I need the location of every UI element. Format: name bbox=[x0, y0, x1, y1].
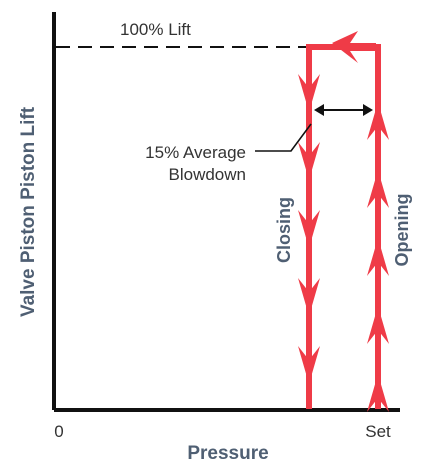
opening-label: Opening bbox=[392, 194, 412, 267]
blowdown-left-arrowhead-icon bbox=[314, 104, 324, 116]
closing-arrow-5-icon bbox=[298, 346, 320, 384]
lift-label: 100% Lift bbox=[120, 20, 191, 39]
x-axis-label: Pressure bbox=[187, 443, 268, 464]
y-axis-label: Valve Piston Piston Lift bbox=[18, 106, 39, 317]
blowdown-right-arrowhead-icon bbox=[363, 104, 373, 116]
opening-arrow-5-icon bbox=[367, 102, 389, 140]
x-tick-zero: 0 bbox=[54, 422, 63, 441]
blowdown-label-line-1: 15% Average bbox=[145, 143, 246, 162]
closing-arrow-3-icon bbox=[298, 210, 320, 248]
opening-arrow-3-icon bbox=[367, 238, 389, 276]
opening-arrow-2-icon bbox=[367, 306, 389, 344]
closing-arrow-2-icon bbox=[298, 142, 320, 180]
x-tick-set: Set bbox=[365, 422, 391, 441]
opening-arrow-1-icon bbox=[367, 374, 389, 412]
closing-arrow-1-icon bbox=[298, 74, 320, 112]
blowdown-leader-line bbox=[255, 123, 312, 152]
opening-arrow-4-icon bbox=[367, 170, 389, 208]
lift-curve-loop bbox=[306, 44, 381, 409]
blowdown-label-line-2: Blowdown bbox=[169, 165, 247, 184]
closing-arrow-4-icon bbox=[298, 278, 320, 316]
closing-label: Closing bbox=[274, 197, 294, 263]
top-left-arrow-icon bbox=[332, 31, 376, 63]
